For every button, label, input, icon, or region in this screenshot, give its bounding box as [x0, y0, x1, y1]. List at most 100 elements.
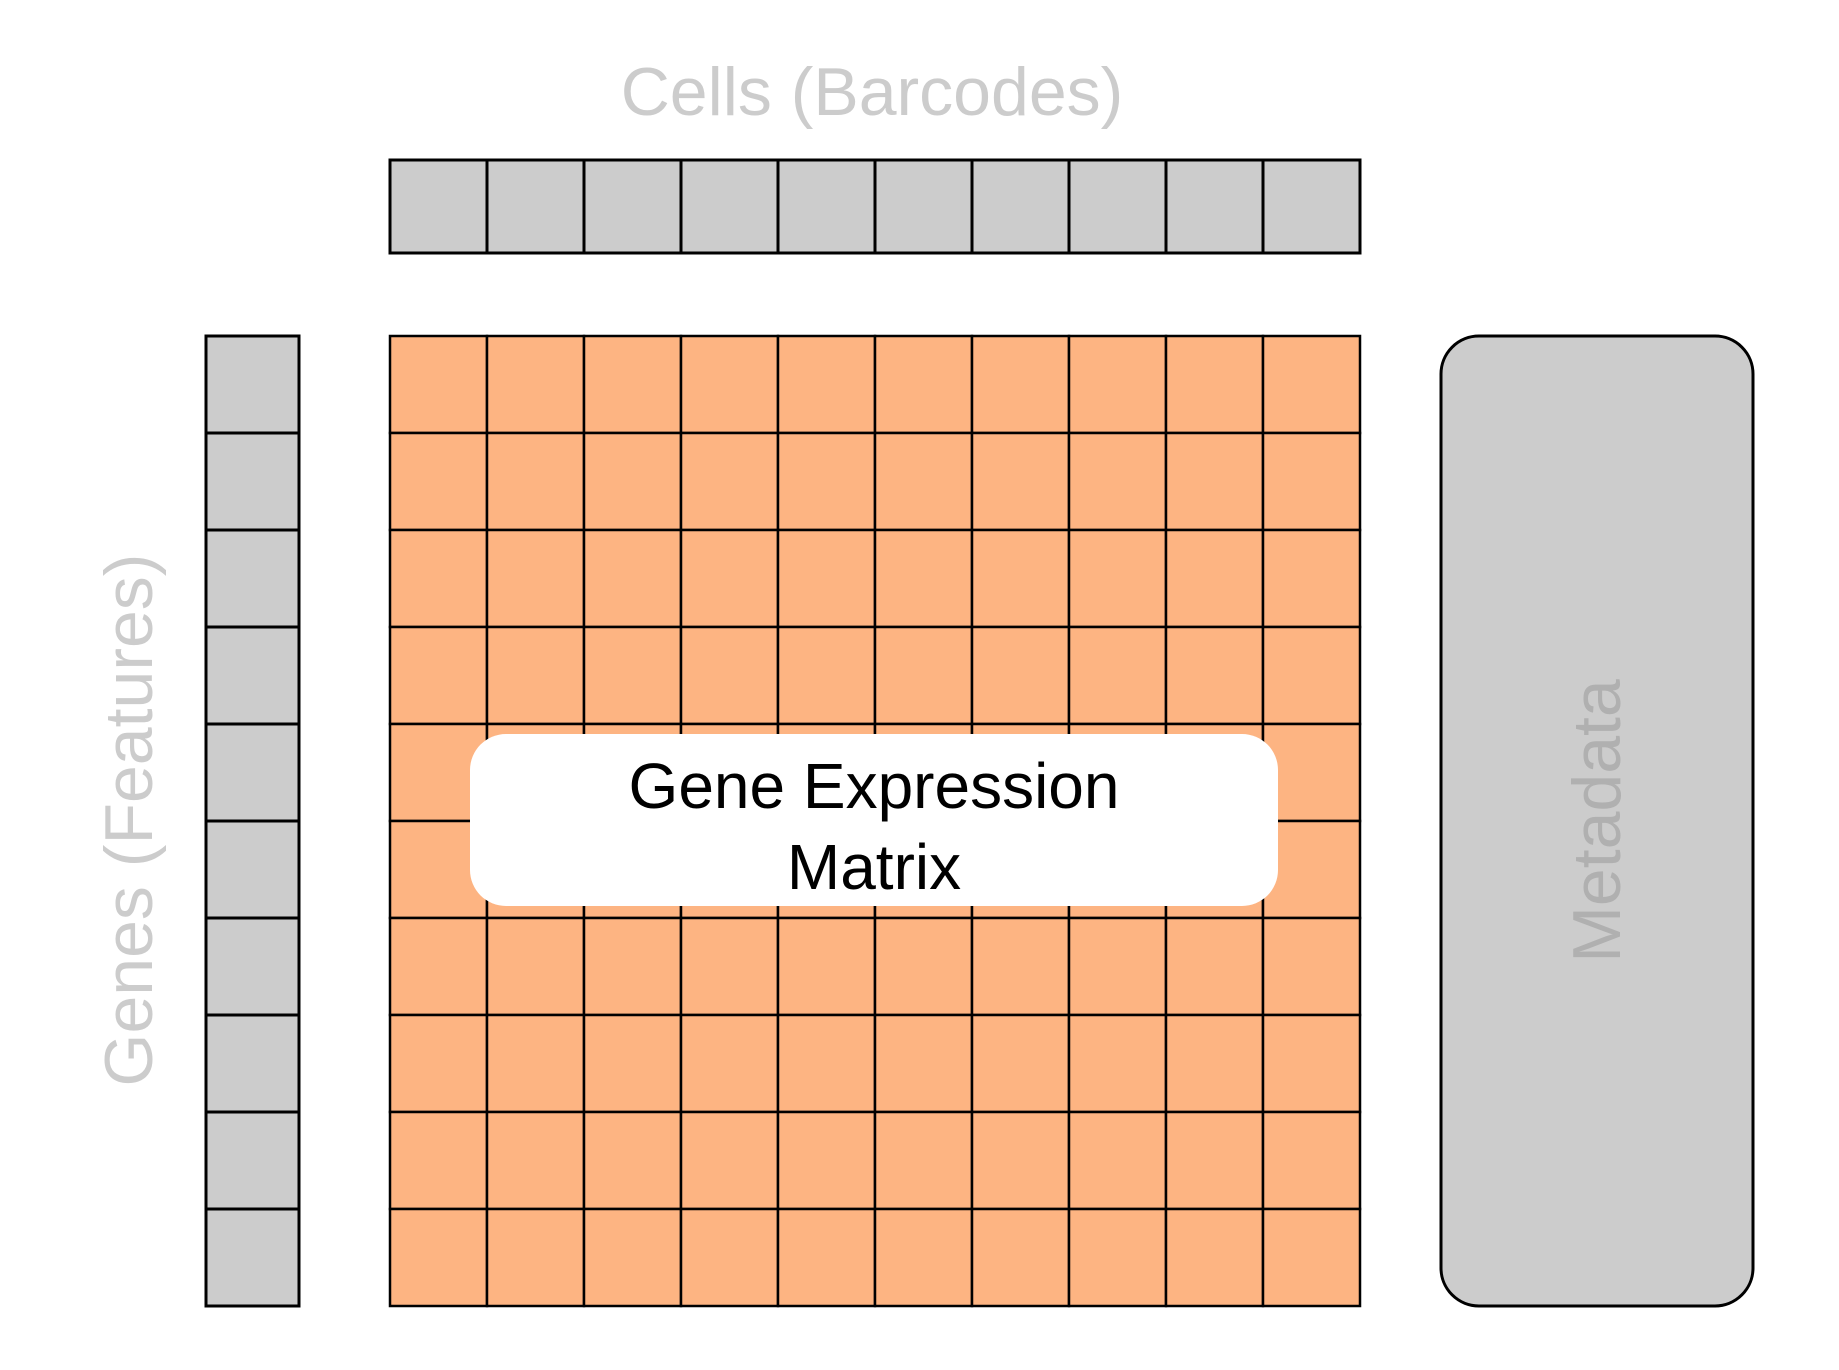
matrix-cell [776, 1013, 877, 1114]
matrix-cell [1067, 431, 1168, 532]
matrix-cell [388, 1110, 489, 1211]
matrix-cell [679, 334, 780, 435]
matrix-cell [485, 1110, 586, 1211]
matrix-cell [970, 528, 1071, 629]
matrix-cell [582, 1207, 683, 1308]
gene-cell [204, 1013, 301, 1114]
matrix-cell [582, 1110, 683, 1211]
metadata-label: Metadata [1559, 679, 1635, 963]
matrix-cell [679, 1013, 780, 1114]
matrix-cell [1164, 1207, 1265, 1308]
matrix-cell [582, 334, 683, 435]
matrix-cell [970, 1013, 1071, 1114]
matrix-cell [582, 1013, 683, 1114]
barcode-cell [485, 158, 586, 255]
matrix-cell [873, 431, 974, 532]
matrix-cell [485, 625, 586, 726]
matrix-cell [388, 625, 489, 726]
matrix-cell [485, 1207, 586, 1308]
matrix-cell [873, 1110, 974, 1211]
gene-cell [204, 334, 301, 435]
matrix-cell [582, 625, 683, 726]
matrix-cell [1067, 625, 1168, 726]
matrix-cell [1067, 1110, 1168, 1211]
cells-label: Cells (Barcodes) [621, 54, 1124, 130]
barcode-cell [679, 158, 780, 255]
barcode-cell [1067, 158, 1168, 255]
matrix-cell [485, 334, 586, 435]
matrix-cell [388, 916, 489, 1017]
matrix-cell [1164, 528, 1265, 629]
matrix-cell [776, 1110, 877, 1211]
matrix-cell [485, 431, 586, 532]
gene-cell [204, 819, 301, 920]
matrix-cell [970, 1207, 1071, 1308]
matrix-cell [388, 334, 489, 435]
matrix-cell [582, 916, 683, 1017]
gene-cell [204, 722, 301, 823]
matrix-label-line2: Matrix [787, 831, 961, 903]
barcode-cell [873, 158, 974, 255]
matrix-cell [1164, 431, 1265, 532]
matrix-cell [679, 1207, 780, 1308]
matrix-cell [776, 1207, 877, 1308]
matrix-cell [1067, 916, 1168, 1017]
matrix-cell [776, 916, 877, 1017]
gene-cell [204, 625, 301, 726]
matrix-cell [873, 916, 974, 1017]
genes-label: Genes (Features) [91, 554, 167, 1087]
gene-cell [204, 431, 301, 532]
matrix-cell [970, 1110, 1071, 1211]
matrix-cell [485, 528, 586, 629]
matrix-cell [1261, 625, 1362, 726]
genes-column [204, 334, 301, 1308]
matrix-cell [873, 1207, 974, 1308]
matrix-cell [388, 1013, 489, 1114]
matrix-cell [679, 528, 780, 629]
matrix-cell [873, 625, 974, 726]
matrix-cell [1164, 625, 1265, 726]
metadata-panel [1439, 334, 1755, 1308]
matrix-cell [485, 1013, 586, 1114]
matrix-cell [970, 334, 1071, 435]
matrix-cell [776, 334, 877, 435]
matrix-cell [1261, 528, 1362, 629]
matrix-cell [873, 1013, 974, 1114]
matrix-cell [1067, 1013, 1168, 1114]
matrix-cell [1261, 1013, 1362, 1114]
matrix-cell [1261, 334, 1362, 435]
matrix-cell [1067, 528, 1168, 629]
matrix-cell [582, 528, 683, 629]
gene-cell [204, 916, 301, 1017]
gene-cell [204, 1110, 301, 1211]
gene-cell [204, 528, 301, 629]
matrix-cell [1164, 1013, 1265, 1114]
matrix-cell [776, 625, 877, 726]
matrix-cell [679, 916, 780, 1017]
matrix-cell [679, 1110, 780, 1211]
matrix-label-box [470, 734, 1278, 906]
gene-cell [204, 1207, 301, 1308]
matrix-cell [679, 431, 780, 532]
barcode-cell [1261, 158, 1362, 255]
matrix-cell [1261, 1207, 1362, 1308]
barcode-cell [582, 158, 683, 255]
matrix-cell [1067, 1207, 1168, 1308]
matrix-cell [776, 431, 877, 532]
matrix-cell [388, 1207, 489, 1308]
matrix-cell [485, 916, 586, 1017]
matrix-cell [970, 625, 1071, 726]
matrix-cell [679, 625, 780, 726]
matrix-cell [776, 528, 877, 629]
barcode-cell [776, 158, 877, 255]
matrix-cell [1164, 1110, 1265, 1211]
matrix-cell [970, 916, 1071, 1017]
matrix-cell [873, 334, 974, 435]
matrix-cell [970, 431, 1071, 532]
matrix-cell [1261, 916, 1362, 1017]
matrix-cell [388, 431, 489, 532]
matrix-cell [1067, 334, 1168, 435]
barcode-cell [1164, 158, 1265, 255]
barcode-cell [388, 158, 489, 255]
